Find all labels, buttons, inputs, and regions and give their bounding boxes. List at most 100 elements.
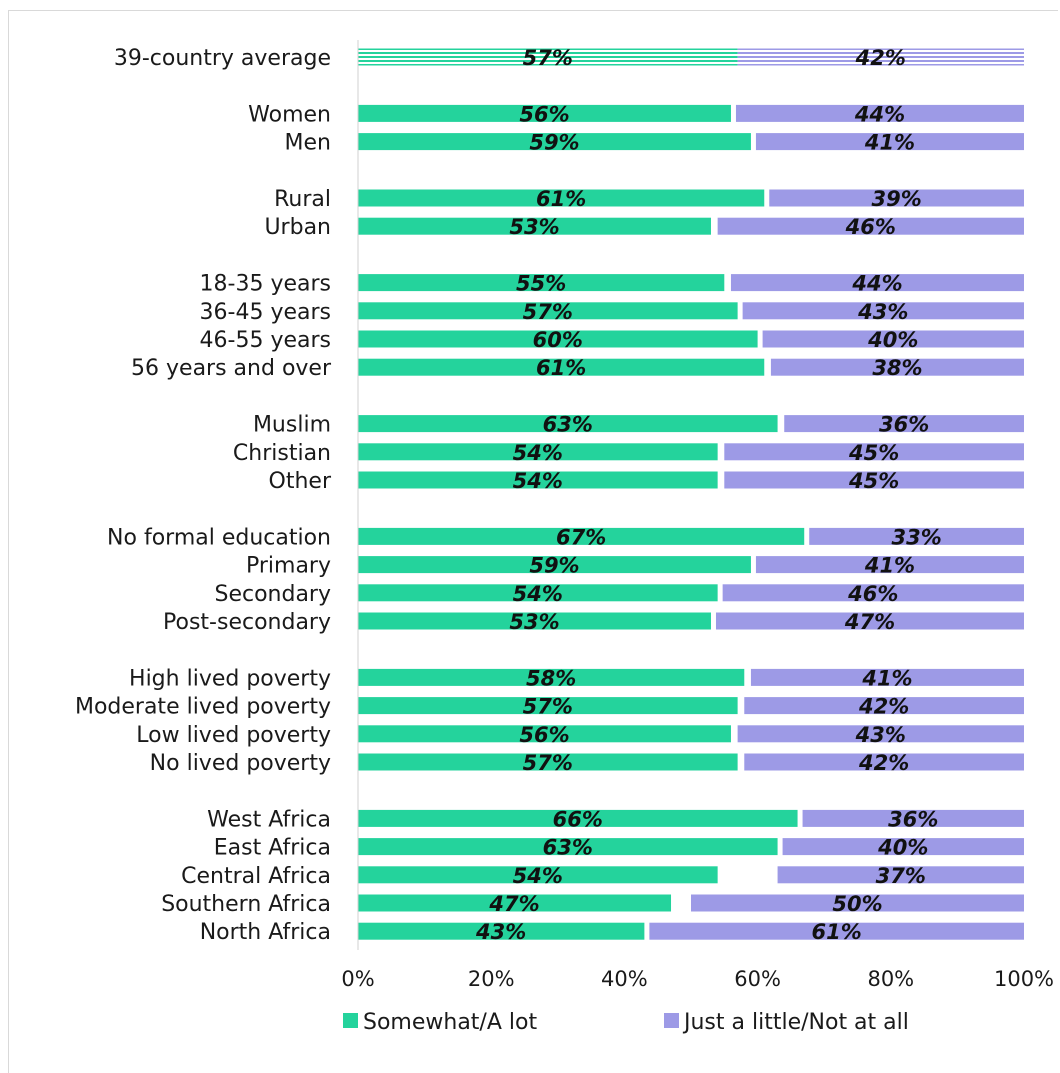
bar-little-56-years-and-over (770, 358, 1024, 376)
category-label-southern-africa: Southern Africa (161, 892, 331, 917)
bar-little-39-country-average (737, 48, 1024, 66)
data-label-little-primary: 41% (864, 554, 915, 578)
category-label-46-55-years: 46-55 years (200, 328, 331, 353)
category-label-other: Other (269, 469, 332, 494)
bar-little-west-africa (802, 809, 1024, 827)
data-label-little-39-country-average: 42% (855, 46, 906, 70)
data-label-little-christian: 45% (848, 441, 899, 465)
category-label-moderate-lived-poverty: Moderate lived poverty (75, 695, 331, 720)
data-label-somewhat-high-lived-poverty: 58% (526, 666, 576, 690)
data-label-little-muslim: 36% (879, 413, 929, 437)
bar-somewhat-rural (358, 189, 765, 207)
category-label-women: Women (248, 102, 331, 127)
data-label-little-other: 45% (848, 469, 899, 493)
category-label-56-years-and-over: 56 years and over (131, 356, 332, 381)
data-label-little-east-africa: 40% (877, 836, 928, 860)
x-tick-label: 60% (734, 967, 781, 991)
bar-somewhat-west-africa (358, 809, 798, 827)
bar-somewhat-46-55-years (358, 330, 758, 348)
bar-little-east-africa (782, 838, 1024, 856)
x-tick-label: 20% (468, 967, 515, 991)
bar-somewhat-north-africa (358, 922, 645, 940)
data-label-little-moderate-lived-poverty: 42% (858, 695, 909, 719)
data-label-somewhat-secondary: 54% (513, 582, 563, 606)
legend-somewhat-label: Somewhat/A lot (363, 1010, 537, 1035)
data-label-little-46-55-years: 40% (867, 328, 918, 352)
data-label-somewhat-muslim: 63% (543, 413, 593, 437)
bar-somewhat-primary (358, 556, 751, 574)
category-label-18-35-years: 18-35 years (200, 272, 331, 297)
data-label-somewhat-christian: 54% (513, 441, 563, 465)
category-label-urban: Urban (264, 215, 331, 240)
bar-little-46-55-years (762, 330, 1024, 348)
bar-little-no-formal-education (809, 527, 1024, 545)
bar-little-other (724, 471, 1024, 489)
data-label-little-women: 44% (854, 102, 905, 126)
category-label-post-secondary: Post-secondary (163, 610, 331, 635)
bar-little-rural (769, 189, 1024, 207)
legend: Somewhat/A lot Just a little/Not at all (343, 1010, 909, 1035)
bar-somewhat-secondary (358, 584, 718, 602)
bar-somewhat-muslim (358, 415, 778, 433)
bar-somewhat-central-africa (358, 866, 718, 884)
x-axis: 0% 20% 40% 60% 80% 100% (341, 40, 1054, 991)
data-label-somewhat-east-africa: 63% (543, 836, 593, 860)
data-label-little-southern-africa: 50% (832, 892, 882, 916)
bar-little-north-africa (649, 922, 1024, 940)
category-label-central-africa: Central Africa (181, 864, 331, 889)
data-label-somewhat-urban: 53% (509, 215, 559, 239)
data-label-little-central-africa: 37% (876, 864, 926, 888)
category-label-36-45-years: 36-45 years (200, 300, 331, 325)
data-label-little-men: 41% (864, 131, 915, 155)
data-label-little-secondary: 46% (847, 582, 898, 606)
bar-little-urban (717, 217, 1024, 235)
chart-frame (8, 10, 1058, 1073)
bar-somewhat-no-lived-poverty (358, 753, 738, 771)
bar-somewhat-east-africa (358, 838, 778, 856)
data-label-somewhat-36-45-years: 57% (523, 300, 573, 324)
bar-somewhat-other (358, 471, 718, 489)
bar-little-central-africa (777, 866, 1024, 884)
bar-somewhat-low-lived-poverty (358, 725, 731, 743)
x-tick-label: 100% (994, 967, 1054, 991)
bar-little-women (735, 104, 1024, 122)
category-label-rural: Rural (274, 187, 331, 212)
data-label-little-18-35-years: 44% (851, 272, 902, 296)
data-label-little-36-45-years: 43% (857, 300, 908, 324)
bar-somewhat-39-country-average (358, 48, 738, 66)
legend-little-label: Just a little/Not at all (682, 1010, 909, 1035)
bar-somewhat-18-35-years (358, 274, 725, 292)
data-label-little-no-formal-education: 33% (891, 525, 941, 549)
bar-little-post-secondary (715, 612, 1024, 630)
legend-somewhat-swatch (343, 1013, 358, 1028)
bar-little-christian (724, 443, 1024, 461)
data-label-somewhat-west-africa: 66% (553, 807, 603, 831)
category-label-primary: Primary (246, 554, 331, 579)
bar-little-36-45-years (742, 302, 1024, 320)
data-label-somewhat-moderate-lived-poverty: 57% (523, 695, 573, 719)
data-label-somewhat-56-years-and-over: 61% (536, 356, 586, 380)
data-label-somewhat-women: 56% (519, 102, 569, 126)
bar-somewhat-women (358, 104, 731, 122)
bar-somewhat-moderate-lived-poverty (358, 697, 738, 715)
data-label-somewhat-46-55-years: 60% (533, 328, 583, 352)
category-label-men: Men (285, 131, 331, 156)
bar-little-muslim (784, 415, 1024, 433)
category-label-low-lived-poverty: Low lived poverty (136, 723, 331, 748)
bar-little-low-lived-poverty (737, 725, 1024, 743)
bar-little-southern-africa (691, 894, 1024, 912)
plot-area: 39-country average 57% 42% Women 56% 44% Men 59… (75, 46, 1024, 945)
data-label-somewhat-southern-africa: 47% (488, 892, 539, 916)
category-label-no-lived-poverty: No lived poverty (150, 751, 331, 776)
legend-little-swatch (664, 1013, 679, 1028)
data-label-little-urban: 46% (845, 215, 896, 239)
bar-little-18-35-years (730, 274, 1024, 292)
bar-little-men (755, 133, 1024, 151)
data-label-somewhat-no-formal-education: 67% (556, 525, 606, 549)
category-label-secondary: Secondary (214, 582, 331, 607)
bar-somewhat-urban (358, 217, 711, 235)
category-label-north-africa: North Africa (200, 920, 331, 945)
data-label-somewhat-primary: 59% (529, 554, 579, 578)
bar-somewhat-post-secondary (358, 612, 711, 630)
x-tick-label: 0% (341, 967, 374, 991)
